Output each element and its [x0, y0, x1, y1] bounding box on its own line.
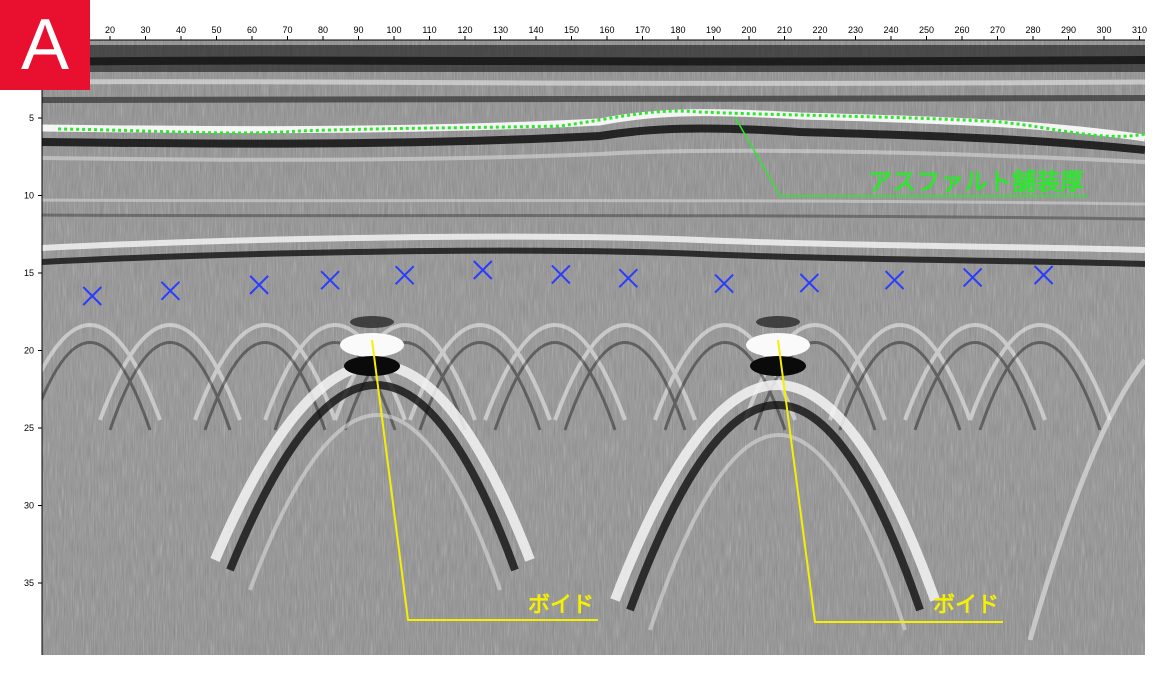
rebar-marker: [473, 260, 493, 280]
asphalt-surface-line: [57, 109, 1146, 138]
x-tick-label: 160: [599, 25, 614, 35]
rebar-marker: [1033, 265, 1054, 285]
void-hyperbola-2: [610, 316, 940, 631]
x-tick-label: 120: [457, 25, 472, 35]
x-tick-label: 310: [1132, 25, 1147, 35]
rebar-hyperbolas: [42, 323, 1112, 421]
panel-label-badge: A: [0, 0, 90, 90]
x-tick-label: 80: [318, 25, 328, 35]
y-tick-label: 25: [24, 423, 34, 433]
x-tick-label: 40: [176, 25, 186, 35]
y-tick-label: 5: [29, 113, 34, 123]
x-tick-label: 150: [564, 25, 579, 35]
rebar-marker: [551, 264, 571, 285]
x-tick-label: 110: [422, 25, 436, 35]
x-tick-label: 270: [990, 25, 1005, 35]
y-tick-label: 20: [24, 346, 34, 356]
x-tick-label: 250: [919, 25, 934, 35]
x-tick-label: 60: [247, 25, 257, 35]
x-tick-label: 20: [105, 25, 115, 35]
x-tick-label: 300: [1096, 25, 1111, 35]
void-label-1: ボイド: [528, 593, 594, 618]
void-label-2: ボイド: [933, 593, 999, 618]
x-tick-label: 100: [386, 25, 401, 35]
rebar-marker: [962, 267, 983, 288]
asphalt-thickness-label: アスファルト舗装厚: [868, 168, 1084, 196]
rebar-marker: [394, 265, 415, 285]
x-tick-label: 290: [1061, 25, 1076, 35]
x-tick-label: 280: [1025, 25, 1040, 35]
x-tick-label: 220: [812, 25, 827, 35]
void-leader-line-1: [371, 339, 598, 621]
rebar-marker: [160, 281, 181, 301]
x-tick-label: 210: [777, 25, 792, 35]
y-tick-label: 15: [24, 268, 34, 278]
rebar-markers: [82, 260, 1054, 306]
x-tick-label: 190: [706, 25, 721, 35]
y-tick-label: 35: [24, 578, 34, 588]
rebar-marker: [320, 270, 340, 290]
radar-plot-area: [42, 40, 1145, 655]
x-tick-label: 90: [353, 25, 363, 35]
y-tick-label: 10: [24, 191, 34, 201]
x-tick-label: 130: [493, 25, 508, 35]
rebar-marker: [249, 275, 269, 295]
x-tick-label: 240: [883, 25, 898, 35]
x-tick-label: 140: [528, 25, 543, 35]
x-tick-label: 180: [670, 25, 685, 35]
x-tick-label: 170: [635, 25, 650, 35]
void-leader-line-2: [777, 339, 1003, 623]
rebar-marker: [799, 273, 820, 293]
x-tick-label: 70: [282, 25, 292, 35]
x-tick-label: 30: [140, 25, 150, 35]
rebar-marker: [82, 286, 102, 306]
asphalt-leader-line: [734, 116, 1088, 197]
y-axis-ticks: 5 10 15 20 25 30 35: [24, 113, 42, 588]
y-tick-label: 30: [24, 501, 34, 511]
x-tick-label: 200: [741, 25, 756, 35]
x-tick-label: 230: [848, 25, 863, 35]
x-tick-label: 50: [211, 25, 221, 35]
rebar-marker: [714, 273, 734, 294]
x-axis-ticks: 20 30 40 50 60 70 80 90 100 110 120 130 140 150 160 170…: [105, 25, 1147, 40]
x-tick-label: 260: [954, 25, 969, 35]
rebar-marker: [884, 270, 905, 290]
rebar-marker: [618, 268, 639, 288]
